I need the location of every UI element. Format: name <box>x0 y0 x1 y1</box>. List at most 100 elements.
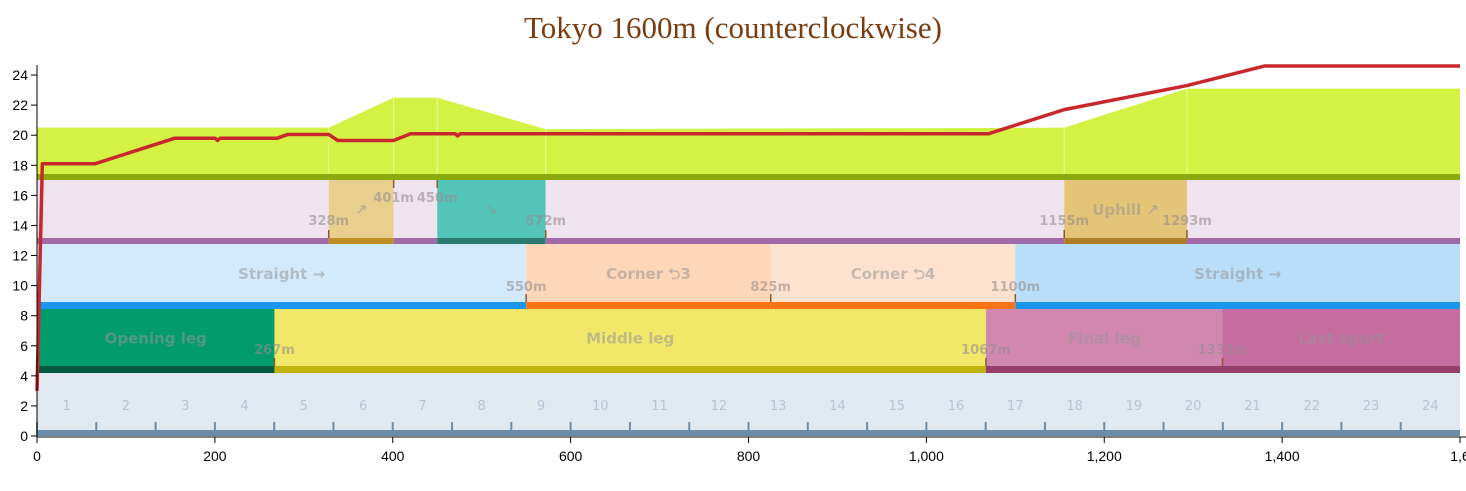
furlong-label: 5 <box>300 399 308 414</box>
furlong-label: 2 <box>122 399 130 414</box>
x-tick-label: 1,6 <box>1450 448 1466 464</box>
x-tick-label: 1,400 <box>1265 448 1300 464</box>
direction-band-segment <box>526 244 771 309</box>
furlong-label: 24 <box>1422 399 1439 414</box>
slope-band-segment <box>1064 180 1187 244</box>
series-line <box>35 64 1460 391</box>
y-tick-label: 6 <box>20 338 28 354</box>
y-tick-label: 2 <box>20 398 28 414</box>
marker-label: 1293m <box>1162 214 1212 229</box>
direction-band-label: Straight → <box>1194 265 1281 283</box>
slope-band-segment <box>545 180 1065 244</box>
furlong-label: 21 <box>1244 399 1261 414</box>
furlong-label: 11 <box>651 399 668 414</box>
furlong-label: 20 <box>1185 399 1202 414</box>
furlong-label: 12 <box>711 399 728 414</box>
x-tick-label: 0 <box>33 448 41 464</box>
slope-band-label: Uphill ↗ <box>1092 201 1159 219</box>
direction-band-strip <box>37 302 527 309</box>
direction-band-label: Straight → <box>238 265 325 283</box>
chart-title: Tokyo 1600m (counterclockwise) <box>524 10 942 45</box>
phase-band-strip <box>985 366 1223 373</box>
y-tick-label: 8 <box>20 308 28 324</box>
phase-band-label: Opening leg <box>105 330 207 348</box>
marker-label: 1333m <box>1198 343 1248 358</box>
y-tick-label: 12 <box>12 248 28 264</box>
x-tick-label: 1,000 <box>909 448 944 464</box>
phase-band-strip <box>274 366 986 373</box>
direction-band-label: Corner ⮌4 <box>851 265 936 283</box>
x-tick-label: 200 <box>203 448 227 464</box>
furlong-label: 15 <box>888 399 905 414</box>
slope-band-segment <box>1186 180 1460 244</box>
furlong-label: 6 <box>359 399 367 414</box>
slope-band-segment <box>437 180 546 244</box>
direction-band-strip <box>1015 302 1460 309</box>
furlong-label: 22 <box>1303 399 1320 414</box>
marker-label: 825m <box>750 280 791 295</box>
direction-band-strip <box>526 302 771 309</box>
y-tick-label: 22 <box>12 97 28 113</box>
direction-band-strip <box>770 302 1016 309</box>
slope-band-strip <box>1064 238 1187 244</box>
direction-band-segment <box>37 244 527 309</box>
x-tick-label: 600 <box>559 448 583 464</box>
marker-label: 1100m <box>990 280 1040 295</box>
marker-label: 572m <box>525 214 566 229</box>
slope-band-label: ↘ <box>485 201 498 219</box>
furlong-label: 7 <box>418 399 426 414</box>
marker-label: 550m <box>506 280 547 295</box>
slope-band-strip <box>393 238 438 244</box>
phase-band-segment <box>37 309 275 373</box>
furlong-label: 4 <box>240 399 248 414</box>
marker-label: 267m <box>254 343 295 358</box>
y-tick-label: 16 <box>12 187 28 203</box>
direction-band-segment <box>770 244 1016 309</box>
direction-band-segment <box>1015 244 1460 309</box>
phase-band-segment <box>1222 309 1460 373</box>
elevation-strip <box>37 174 1460 180</box>
slope-band-strip <box>37 238 329 244</box>
slope-band-strip <box>1186 238 1460 244</box>
phase-band-segment <box>274 309 986 373</box>
furlong-label: 19 <box>1126 399 1143 414</box>
phase-band-label: Final leg <box>1068 330 1141 348</box>
furlong-label: 23 <box>1363 399 1380 414</box>
slope-band-segment <box>37 180 329 244</box>
y-tick-label: 10 <box>12 278 28 294</box>
y-tick-label: 24 <box>12 67 28 83</box>
furlong-label: 17 <box>1007 399 1024 414</box>
slope-band-strip <box>328 238 394 244</box>
marker-label: 450m <box>417 191 458 206</box>
direction-band-label: Corner ⮌3 <box>606 265 691 283</box>
x-tick-label: 1,200 <box>1087 448 1122 464</box>
y-tick-label: 18 <box>12 157 28 173</box>
slope-band-strip <box>545 238 1065 244</box>
furlong-label: 8 <box>478 399 486 414</box>
marker-label: 401m <box>373 191 414 206</box>
furlong-label: 10 <box>592 399 609 414</box>
slope-band-segment <box>328 180 394 244</box>
y-tick-label: 20 <box>12 127 28 143</box>
slope-band-strip <box>437 238 546 244</box>
phase-band-label: Last spurt <box>1298 330 1384 348</box>
phase-band-label: Middle leg <box>586 330 674 348</box>
furlong-label: 13 <box>770 399 787 414</box>
furlong-label: 3 <box>181 399 189 414</box>
furlong-label: 14 <box>829 399 846 414</box>
marker-label: 328m <box>308 214 349 229</box>
furlong-label: 18 <box>1066 399 1083 414</box>
y-tick-label: 0 <box>20 428 28 444</box>
marker-label: 1155m <box>1039 214 1089 229</box>
phase-band-strip <box>37 366 275 373</box>
phase-band-strip <box>1222 366 1460 373</box>
furlong-label: 1 <box>63 399 71 414</box>
slope-band-label: ↗ <box>355 201 368 219</box>
y-tick-label: 14 <box>12 217 28 233</box>
slope-band-segment <box>393 180 438 244</box>
x-tick-label: 800 <box>737 448 761 464</box>
phase-band-segment <box>985 309 1223 373</box>
furlong-label: 16 <box>948 399 965 414</box>
